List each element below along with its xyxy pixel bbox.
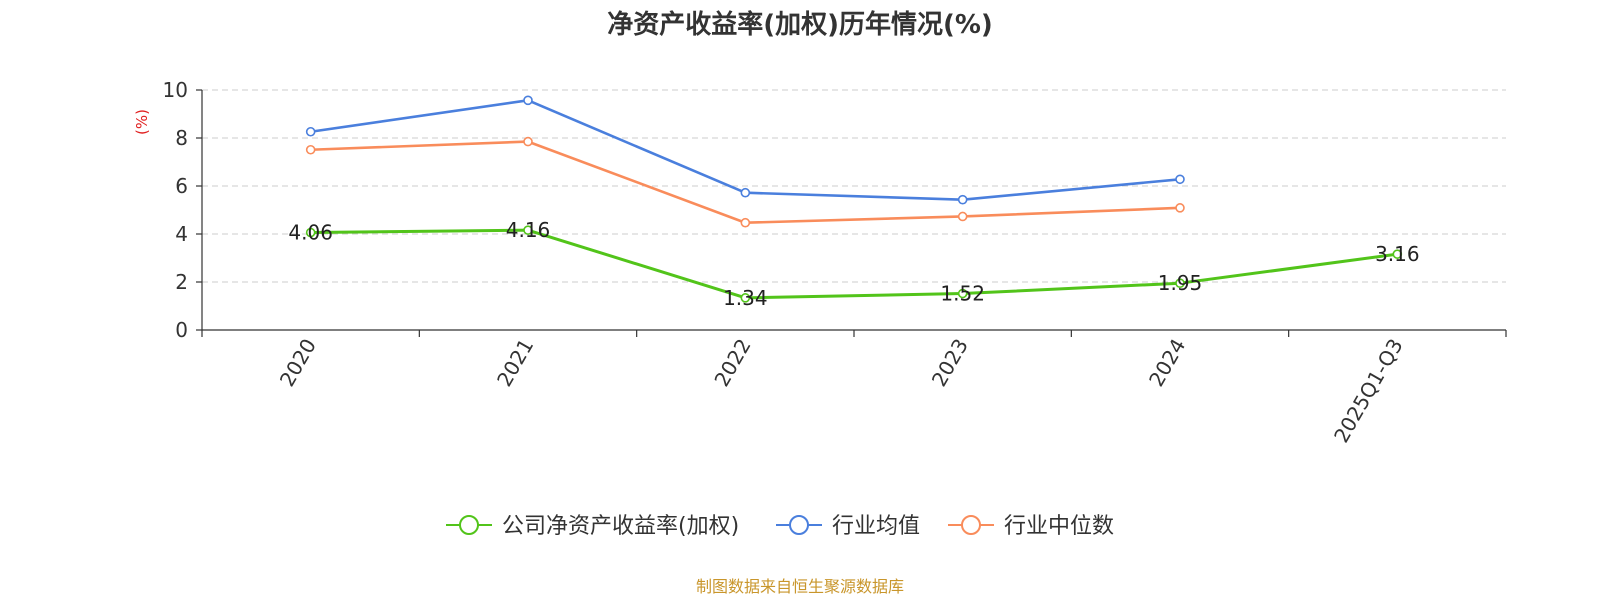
data-point[interactable] xyxy=(740,293,751,303)
data-label: 1.52 xyxy=(940,282,985,306)
y-tick-label: 6 xyxy=(175,174,188,198)
data-point[interactable] xyxy=(305,144,316,155)
series-line xyxy=(310,228,1398,300)
gridlines xyxy=(202,89,1506,283)
legend-item[interactable]: 公司净资产收益率(加权) xyxy=(446,514,739,539)
legend-label: 行业中位数 xyxy=(1004,514,1114,539)
data-point[interactable] xyxy=(305,227,316,238)
legend-item[interactable]: 行业中位数 xyxy=(948,514,1114,539)
y-tick-labels: 0 2 4 6 8 10 xyxy=(163,78,188,342)
x-tick-label: 2024 xyxy=(1144,335,1190,391)
y-tick-label: 2 xyxy=(175,270,188,294)
y-tick-label: 0 xyxy=(175,318,188,342)
legend-label: 行业均值 xyxy=(832,514,920,539)
data-label: 4.16 xyxy=(506,218,551,242)
data-point[interactable] xyxy=(740,217,751,228)
x-tick-labels: 2020 2021 2022 2023 2024 2025Q1-Q3 xyxy=(275,335,1408,447)
data-labels: 4.06 4.16 1.34 1.52 1.95 3.16 xyxy=(288,218,1419,310)
data-point[interactable] xyxy=(957,211,968,222)
data-point[interactable] xyxy=(523,136,533,147)
legend[interactable]: 公司净资产收益率(加权) 行业均值 行业中位数 xyxy=(446,514,1114,539)
y-tick-label: 10 xyxy=(163,78,188,102)
legend-label: 公司净资产收益率(加权) xyxy=(502,514,739,539)
data-label: 1.34 xyxy=(723,286,768,310)
legend-marker-icon xyxy=(459,515,479,535)
data-label: 1.95 xyxy=(1158,271,1203,295)
data-point[interactable] xyxy=(957,288,968,299)
legend-marker-icon xyxy=(789,515,809,535)
x-tick-label: 2023 xyxy=(927,335,973,391)
legend-item[interactable]: 行业均值 xyxy=(776,514,920,539)
y-axis-unit-label: (%) xyxy=(133,109,151,135)
data-point[interactable] xyxy=(1392,249,1403,259)
x-tick-label: 2020 xyxy=(275,335,321,391)
series-line xyxy=(310,99,1181,201)
series-line xyxy=(310,140,1181,225)
x-tick-label: 2022 xyxy=(709,335,755,391)
data-point[interactable] xyxy=(305,126,316,137)
data-point[interactable] xyxy=(523,95,533,106)
y-tick-label: 4 xyxy=(175,222,188,246)
legend-marker-icon xyxy=(961,515,981,535)
data-point[interactable] xyxy=(740,187,751,198)
x-tick-label: 2021 xyxy=(492,335,538,391)
data-point[interactable] xyxy=(1175,203,1185,213)
data-point[interactable] xyxy=(1175,278,1185,289)
axes xyxy=(196,89,1507,337)
source-note: 制图数据来自恒生聚源数据库 xyxy=(696,577,904,596)
data-point[interactable] xyxy=(957,194,968,205)
x-tick-label: 2025Q1-Q3 xyxy=(1329,335,1408,447)
data-point[interactable] xyxy=(1175,174,1185,185)
data-label: 3.16 xyxy=(1375,242,1420,266)
y-tick-label: 8 xyxy=(175,126,188,150)
series-lines xyxy=(305,95,1403,303)
data-label: 4.06 xyxy=(288,221,333,245)
data-point[interactable] xyxy=(523,225,533,235)
chart-title: 净资产收益率(加权)历年情况(%) xyxy=(607,9,993,40)
